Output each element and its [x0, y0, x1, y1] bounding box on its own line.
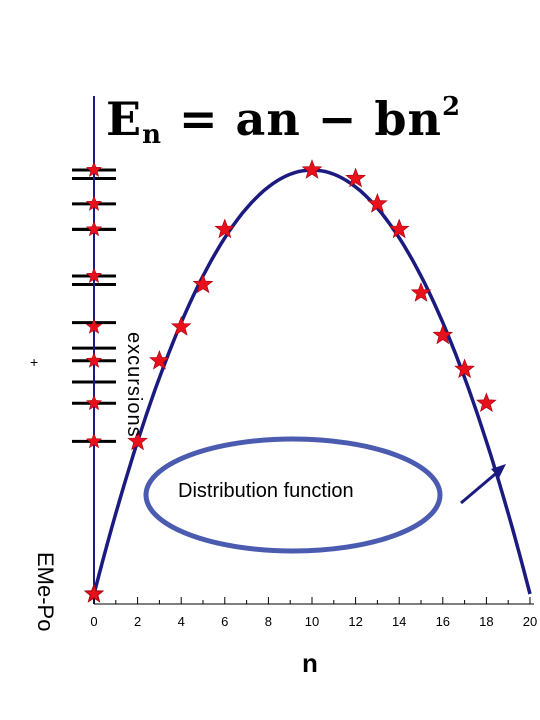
distribution-curve: [92, 168, 532, 595]
data-star-4: [192, 273, 214, 294]
x-tick-label-2: 2: [134, 614, 141, 629]
axis-star-6: [85, 394, 103, 411]
formula-lhs-sub: n: [142, 120, 162, 150]
data-star-8: [367, 193, 388, 213]
x-tick-label-4: 4: [178, 614, 185, 629]
x-tick-label-14: 14: [392, 614, 406, 629]
rotated-text-upper: excursions: [123, 332, 145, 438]
data-star-13: [476, 392, 497, 412]
x-tick-label-6: 6: [221, 614, 228, 629]
x-tick-label-18: 18: [479, 614, 493, 629]
x-tick-label-20: 20: [523, 614, 537, 629]
axis-star-4: [85, 318, 103, 334]
data-star-11: [432, 324, 454, 345]
x-tick-label-8: 8: [265, 614, 272, 629]
x-tick-label-10: 10: [305, 614, 319, 629]
axis-star-5: [85, 352, 103, 368]
plus-sign: +: [30, 354, 39, 370]
annotation-arrow-head: [491, 464, 506, 478]
data-star-5: [214, 218, 236, 239]
data-star-2: [149, 349, 170, 370]
formula-rhs: = an − bn: [161, 92, 442, 146]
axis-star-0: [85, 161, 103, 178]
rotated-text-lower: EMe-Po: [33, 552, 58, 632]
annotation-group: [143, 436, 506, 554]
data-star-3: [170, 316, 192, 336]
distribution-curve-group: [92, 168, 532, 595]
axis-star-3: [85, 267, 103, 284]
x-tick-label-16: 16: [436, 614, 450, 629]
annotation-ellipse: [143, 436, 443, 554]
axis-star-7: [85, 432, 103, 449]
x-tick-label-0: 0: [90, 614, 97, 629]
data-star-10: [410, 282, 432, 302]
data-star-1: [127, 430, 148, 451]
x-tick-label-12: 12: [348, 614, 362, 629]
formula: En = an − bn2: [106, 92, 461, 150]
annotation-arrow-line: [460, 468, 501, 505]
x-tick-labels: 0 2 4 6 8 10 12 14 16 18 20: [90, 614, 537, 629]
data-star-6: [301, 159, 323, 179]
axis-star-2: [85, 220, 103, 237]
axis-star-1: [85, 195, 103, 211]
axis-star-8: [85, 585, 103, 602]
data-star-7: [345, 167, 366, 188]
formula-rhs-sup: 2: [441, 92, 462, 122]
distribution-function-label: Distribution function: [178, 480, 354, 502]
formula-lhs: E: [106, 92, 143, 146]
data-star-12: [454, 358, 475, 379]
axes: [93, 96, 534, 605]
x-axis-label: n: [302, 648, 318, 678]
data-points: [83, 159, 497, 603]
data-star-9: [388, 218, 410, 239]
